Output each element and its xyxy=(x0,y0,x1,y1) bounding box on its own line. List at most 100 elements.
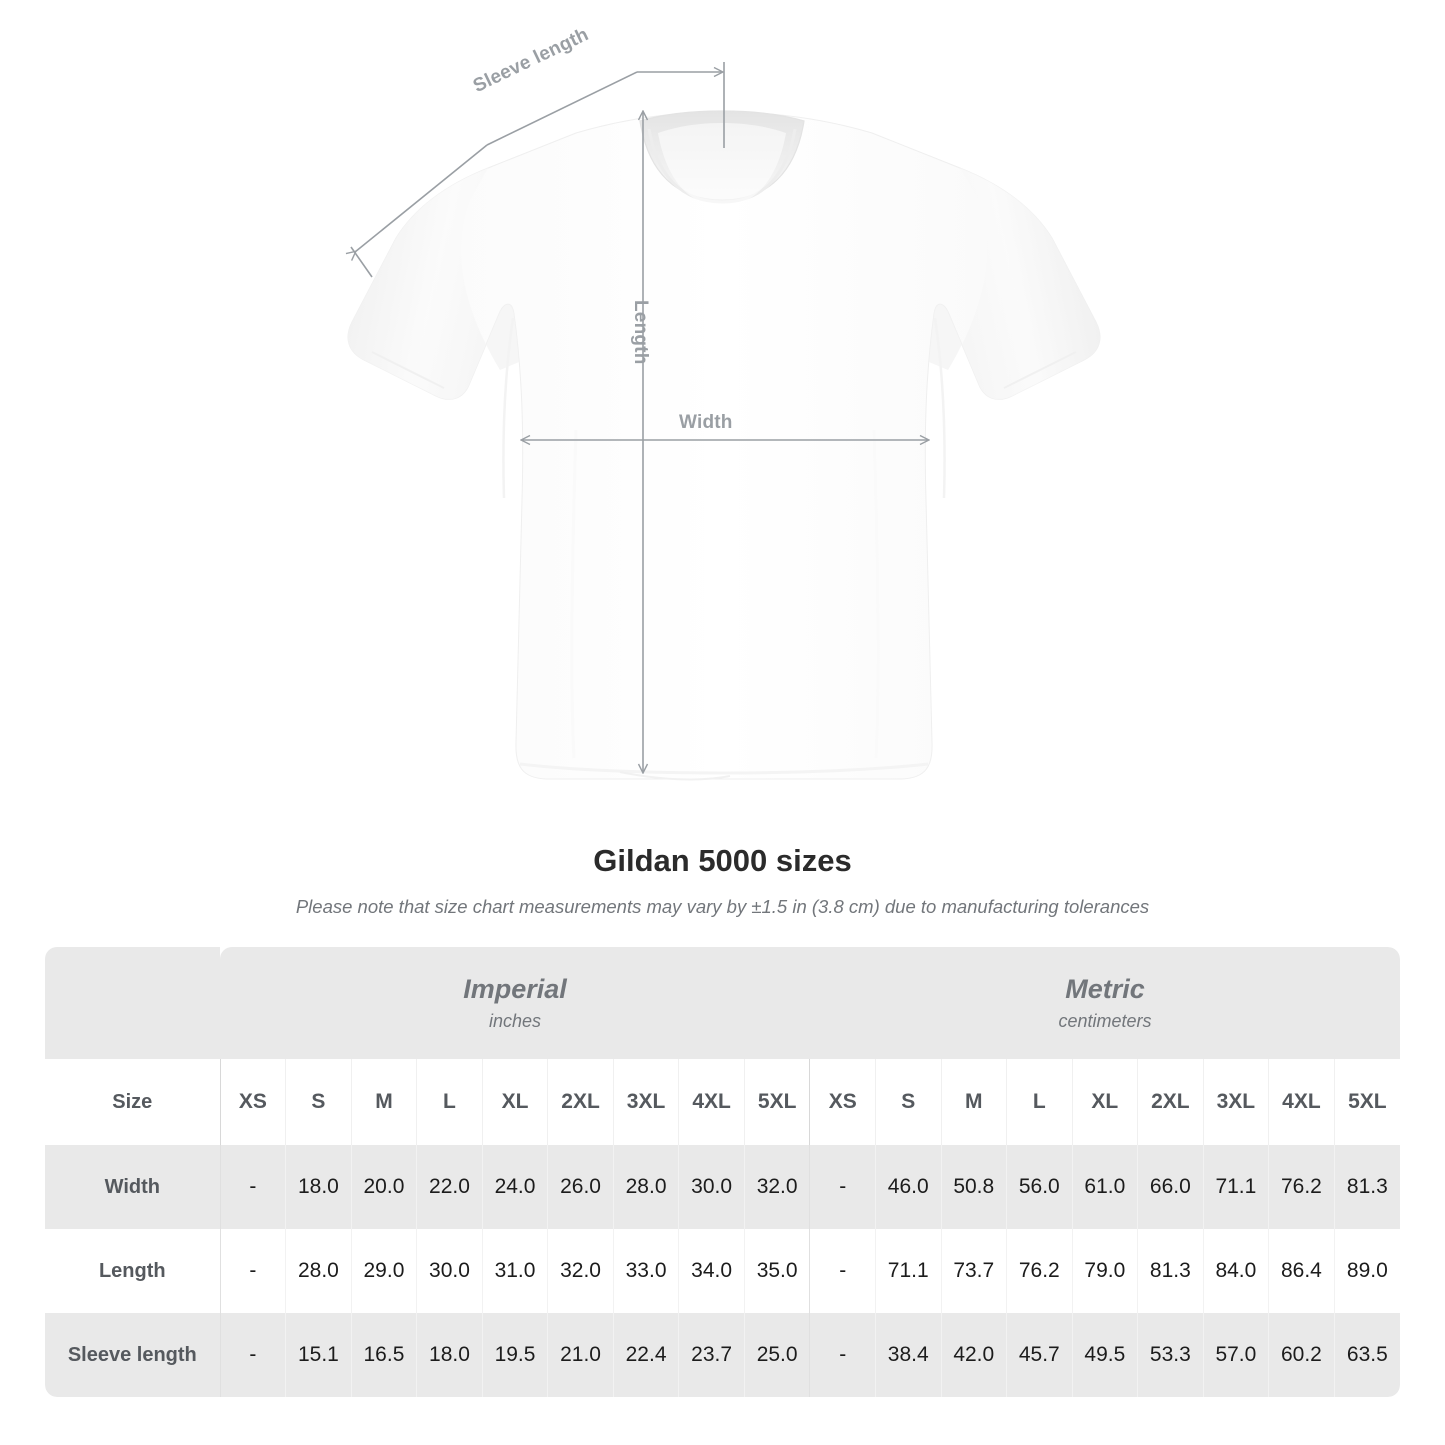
cell-width-imperial-5xl: 32.0 xyxy=(743,1145,810,1229)
size-header-imperial-4xl: 4XL xyxy=(678,1059,745,1145)
cell-width-metric-2xl: 66.0 xyxy=(1137,1145,1204,1229)
table-row-width: Width - 18.0 20.0 22.0 24.0 26.0 28.0 30… xyxy=(45,1145,1400,1229)
length-label: Length xyxy=(630,300,651,365)
size-header-metric-xl: XL xyxy=(1071,1059,1138,1145)
unit-header-row: Imperial inches Metric centimeters xyxy=(45,947,1400,1059)
cell-sleeve-metric-4xl: 60.2 xyxy=(1268,1313,1335,1397)
size-header-imperial-xl: XL xyxy=(481,1059,548,1145)
sleeve-arrow xyxy=(355,144,488,252)
size-header-metric-l: L xyxy=(1006,1059,1073,1145)
cell-width-imperial-xl: 24.0 xyxy=(481,1145,548,1229)
size-header-metric-3xl: 3XL xyxy=(1202,1059,1269,1145)
table-row-length: Length - 28.0 29.0 30.0 31.0 32.0 33.0 3… xyxy=(45,1229,1400,1313)
unit-name-imperial: Imperial xyxy=(463,974,567,1004)
row-label-width: Width xyxy=(45,1145,221,1229)
cell-length-imperial-4xl: 34.0 xyxy=(678,1229,745,1313)
cell-width-metric-4xl: 76.2 xyxy=(1268,1145,1335,1229)
cell-sleeve-imperial-3xl: 22.4 xyxy=(612,1313,679,1397)
cell-sleeve-imperial-4xl: 23.7 xyxy=(678,1313,745,1397)
cell-sleeve-imperial-xl: 19.5 xyxy=(481,1313,548,1397)
size-header-row: Size XS S M L XL 2XL 3XL 4XL 5XL XS S M … xyxy=(45,1059,1400,1145)
cell-sleeve-metric-5xl: 63.5 xyxy=(1333,1313,1400,1397)
cell-length-imperial-5xl: 35.0 xyxy=(743,1229,810,1313)
cell-width-imperial-l: 22.0 xyxy=(416,1145,483,1229)
cell-length-metric-xs: - xyxy=(809,1229,876,1313)
size-header-metric-s: S xyxy=(874,1059,941,1145)
size-header-imperial-5xl: 5XL xyxy=(743,1059,810,1145)
cell-length-metric-xl: 79.0 xyxy=(1071,1229,1138,1313)
cell-length-imperial-l: 30.0 xyxy=(416,1229,483,1313)
cell-length-metric-s: 71.1 xyxy=(874,1229,941,1313)
cell-sleeve-metric-xs: - xyxy=(809,1313,876,1397)
size-header-metric-2xl: 2XL xyxy=(1137,1059,1204,1145)
unit-name-metric: Metric xyxy=(1065,974,1145,1004)
table-row-sleeve-length: Sleeve length - 15.1 16.5 18.0 19.5 21.0… xyxy=(45,1313,1400,1397)
shirt-shape xyxy=(347,110,1101,781)
cell-length-imperial-s: 28.0 xyxy=(285,1229,352,1313)
unit-sub-imperial: inches xyxy=(489,1011,542,1031)
cell-length-imperial-2xl: 32.0 xyxy=(547,1229,614,1313)
cell-sleeve-imperial-xs: - xyxy=(219,1313,286,1397)
cell-width-imperial-s: 18.0 xyxy=(285,1145,352,1229)
cell-width-imperial-4xl: 30.0 xyxy=(678,1145,745,1229)
unit-corner-cell xyxy=(45,947,221,1059)
size-header-imperial-3xl: 3XL xyxy=(612,1059,679,1145)
cell-sleeve-metric-m: 42.0 xyxy=(940,1313,1007,1397)
size-header-metric-5xl: 5XL xyxy=(1333,1059,1400,1145)
cell-width-metric-3xl: 71.1 xyxy=(1202,1145,1269,1229)
cell-length-metric-3xl: 84.0 xyxy=(1202,1229,1269,1313)
cell-length-metric-2xl: 81.3 xyxy=(1137,1229,1204,1313)
cell-width-imperial-m: 20.0 xyxy=(350,1145,417,1229)
size-header-imperial-s: S xyxy=(285,1059,352,1145)
cell-length-imperial-xl: 31.0 xyxy=(481,1229,548,1313)
cell-width-metric-5xl: 81.3 xyxy=(1333,1145,1400,1229)
cell-width-metric-xs: - xyxy=(809,1145,876,1229)
width-label: Width xyxy=(679,412,733,433)
cell-width-metric-s: 46.0 xyxy=(874,1145,941,1229)
cell-sleeve-imperial-s: 15.1 xyxy=(285,1313,352,1397)
cell-sleeve-metric-s: 38.4 xyxy=(874,1313,941,1397)
cell-sleeve-imperial-5xl: 25.0 xyxy=(743,1313,810,1397)
cell-width-metric-m: 50.8 xyxy=(940,1145,1007,1229)
sleeve-cuff-tick xyxy=(350,246,373,278)
cell-width-imperial-2xl: 26.0 xyxy=(547,1145,614,1229)
cell-sleeve-metric-l: 45.7 xyxy=(1006,1313,1073,1397)
cell-length-metric-4xl: 86.4 xyxy=(1268,1229,1335,1313)
size-header-metric-m: M xyxy=(940,1059,1007,1145)
tshirt-illustration xyxy=(0,62,1101,781)
cell-width-imperial-xs: - xyxy=(219,1145,286,1229)
cell-sleeve-imperial-l: 18.0 xyxy=(416,1313,483,1397)
cell-sleeve-metric-3xl: 57.0 xyxy=(1202,1313,1269,1397)
cell-sleeve-metric-xl: 49.5 xyxy=(1071,1313,1138,1397)
cell-length-imperial-m: 29.0 xyxy=(350,1229,417,1313)
cell-width-metric-xl: 61.0 xyxy=(1071,1145,1138,1229)
unit-sub-metric: centimeters xyxy=(1058,1011,1152,1031)
cell-length-metric-l: 76.2 xyxy=(1006,1229,1073,1313)
size-header-imperial-m: M xyxy=(350,1059,417,1145)
cell-length-metric-5xl: 89.0 xyxy=(1333,1229,1400,1313)
tolerance-note: Please note that size chart measurements… xyxy=(295,896,1150,917)
sleeve-leader-top xyxy=(486,71,638,146)
measurement-lines xyxy=(351,62,928,772)
tshirt-diagram: Sleeve length Length Width xyxy=(0,24,1101,781)
size-header-imperial-xs: XS xyxy=(219,1059,286,1145)
row-label-sleeve-length: Sleeve length xyxy=(45,1313,221,1397)
cell-sleeve-imperial-2xl: 21.0 xyxy=(547,1313,614,1397)
unit-section-metric: Metric centimeters xyxy=(809,947,1400,1059)
cell-sleeve-imperial-m: 16.5 xyxy=(350,1313,417,1397)
cell-sleeve-metric-2xl: 53.3 xyxy=(1137,1313,1204,1397)
page-title: Gildan 5000 sizes xyxy=(593,843,852,878)
unit-section-imperial: Imperial inches xyxy=(220,947,810,1059)
cell-width-metric-l: 56.0 xyxy=(1006,1145,1073,1229)
cell-width-imperial-3xl: 28.0 xyxy=(612,1145,679,1229)
chart-heading-block: Gildan 5000 sizes Please note that size … xyxy=(0,840,1445,920)
size-header-imperial-l: L xyxy=(416,1059,483,1145)
size-header-label: Size xyxy=(45,1059,221,1145)
size-header-imperial-2xl: 2XL xyxy=(547,1059,614,1145)
size-header-metric-4xl: 4XL xyxy=(1268,1059,1335,1145)
size-header-metric-xs: XS xyxy=(809,1059,876,1145)
cell-length-imperial-xs: - xyxy=(219,1229,286,1313)
size-chart-table-wrap: Imperial inches Metric centimeters Size … xyxy=(45,947,1400,1397)
cell-length-imperial-3xl: 33.0 xyxy=(612,1229,679,1313)
cell-length-metric-m: 73.7 xyxy=(940,1229,1007,1313)
